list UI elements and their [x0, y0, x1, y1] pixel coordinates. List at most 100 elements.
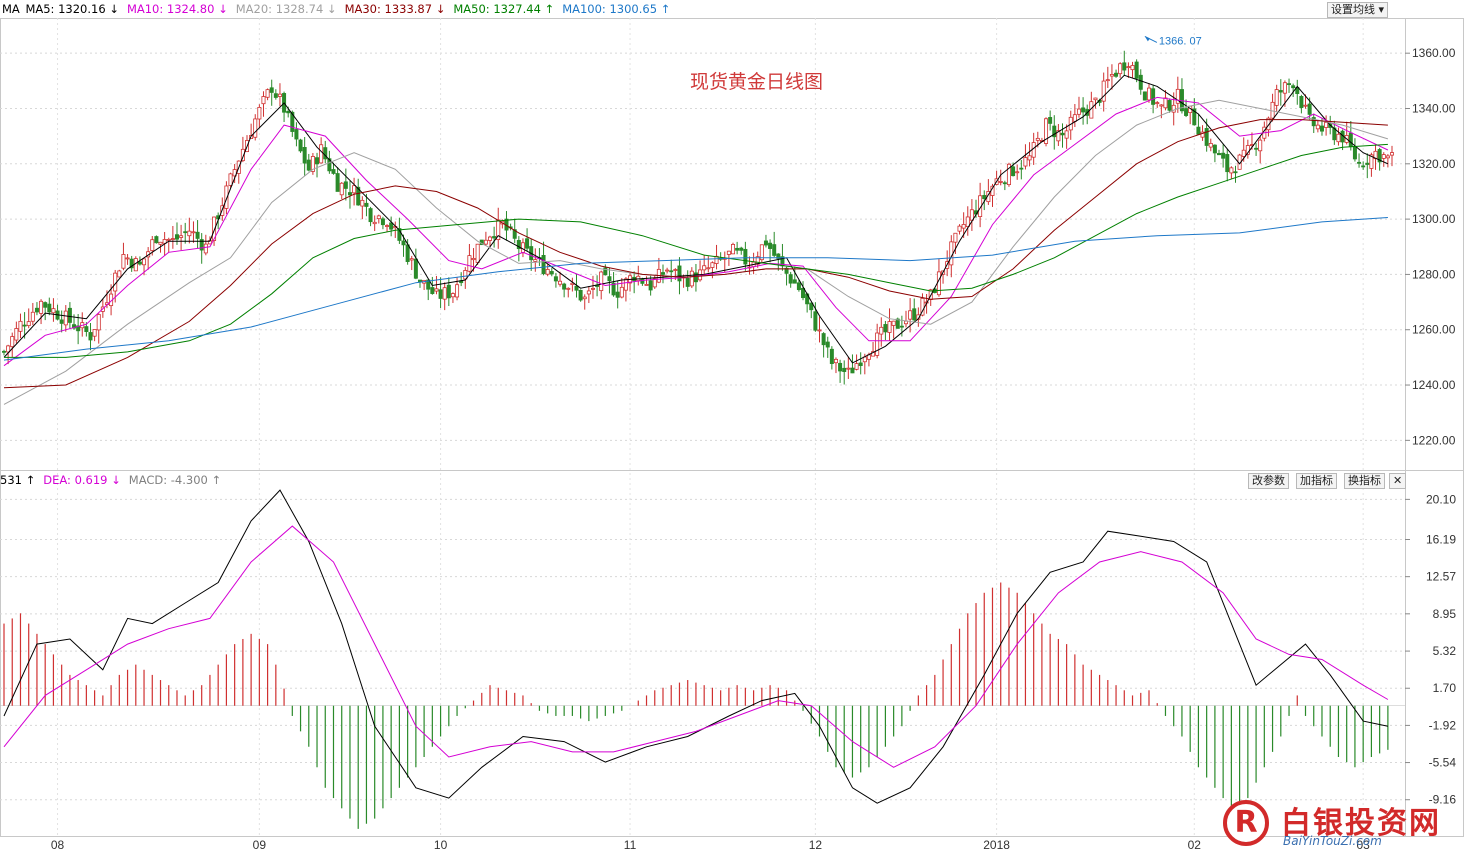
switch-indicator-button[interactable]: 换指标 [1344, 473, 1385, 489]
candle-body [648, 280, 653, 291]
candle-body [335, 173, 340, 192]
candle-body [673, 269, 678, 271]
candle-body [920, 297, 925, 316]
candle-body [1142, 91, 1147, 101]
candle-body [10, 336, 15, 348]
ma-legend-item: MA20: 1328.74 ↓ [235, 2, 337, 16]
candle-body [253, 118, 258, 138]
candle-body [1287, 83, 1292, 86]
candle-body [1291, 85, 1296, 89]
candle-body [385, 225, 390, 227]
candle-body [846, 367, 851, 370]
candle-body [838, 362, 843, 372]
candle-body [1056, 130, 1061, 142]
candle-body [590, 287, 595, 290]
peak-arrow-icon [1144, 36, 1150, 42]
candle-body [417, 279, 422, 283]
candle-body [1155, 102, 1160, 104]
candle-body [755, 256, 760, 265]
candle-body [1048, 117, 1053, 124]
macd-dif-line [3, 489, 1389, 804]
x-tick-label: 08 [51, 838, 65, 852]
candle-body [776, 253, 781, 259]
candle-body [1324, 122, 1329, 128]
candle-body [1060, 132, 1065, 136]
price-tick-label: 1280.00 [1412, 267, 1456, 281]
candle-body [640, 279, 645, 284]
candle-body [895, 318, 900, 329]
macd-legend-items: 531 ↑ DEA: 0.619 ↓ MACD: -4.300 ↑ [0, 473, 229, 487]
candle-body [735, 247, 740, 251]
candle-body [265, 89, 270, 98]
set-ma-button[interactable]: 设置均线 ▾ [1327, 2, 1389, 18]
candle-body [154, 236, 159, 244]
close-indicator-button[interactable]: ✕ [1389, 473, 1407, 489]
candle-body [162, 239, 167, 244]
candle-body [965, 216, 970, 228]
candle-body [158, 241, 163, 245]
candle-body [1352, 146, 1357, 160]
ma-legend-items: MA5: 1320.16 ↓ MA10: 1324.80 ↓ MA20: 1328.… [25, 2, 678, 16]
candle-body [298, 139, 303, 152]
candle-body [1076, 108, 1081, 115]
candle-body [483, 239, 488, 245]
candle-body [801, 287, 806, 299]
candle-body [883, 324, 888, 333]
candle-body [619, 286, 624, 298]
candle-body [174, 234, 179, 240]
candle-body [1151, 88, 1156, 105]
candle-body [43, 302, 48, 308]
candle-body [525, 238, 530, 249]
ma-line-ma50 [4, 143, 1388, 358]
macd-tick-label: -9.16 [1429, 793, 1457, 807]
candle-body [1126, 66, 1131, 69]
change-params-button[interactable]: 改参数 [1248, 473, 1289, 489]
candle-body [1357, 161, 1362, 164]
candle-body [623, 278, 628, 291]
macd-legend-item: DEA: 0.619 ↓ [43, 473, 121, 487]
ma-legend-item: MA10: 1324.80 ↓ [126, 2, 228, 16]
candle-body [1171, 104, 1176, 113]
candle-body [665, 269, 670, 272]
candle-body [1365, 162, 1370, 165]
candle-body [277, 93, 282, 97]
candle-body [327, 158, 332, 172]
chart-title: 现货黄金日线图 [690, 71, 823, 93]
candle-body [455, 284, 460, 298]
candle-body [1093, 97, 1098, 101]
candle-body [372, 221, 377, 225]
candle-body [475, 243, 480, 263]
candle-body [72, 324, 77, 329]
candle-body [817, 329, 822, 332]
price-tick-label: 1220.00 [1412, 433, 1456, 447]
candle-body [615, 291, 620, 298]
candle-body [339, 182, 344, 196]
x-tick-label: 10 [434, 838, 448, 852]
candle-body [302, 147, 307, 164]
candle-body [1122, 62, 1127, 71]
candle-body [516, 240, 521, 250]
ma-legend-item: MA100: 1300.65 ↑ [562, 2, 671, 16]
candle-body [879, 326, 884, 335]
candle-body [14, 328, 19, 341]
candle-body [899, 325, 904, 328]
candle-body [446, 284, 451, 299]
candle-body [1118, 63, 1123, 75]
candle-body [121, 254, 126, 269]
price-tick-label: 1320.00 [1412, 157, 1456, 171]
candle-body [1204, 128, 1209, 146]
watermark-logo: R 白银投资网 BaiYinTouZi.com [1223, 796, 1458, 852]
candle-body [1081, 107, 1086, 113]
candle-body [549, 271, 554, 275]
candle-body [1217, 153, 1222, 156]
candle-body [1200, 131, 1205, 138]
candle-body [1184, 108, 1189, 116]
candle-body [442, 287, 447, 300]
candle-body [611, 282, 616, 296]
candle-body [450, 293, 455, 298]
candle-body [1361, 165, 1366, 168]
candle-body [1274, 89, 1279, 106]
add-indicator-button[interactable]: 加指标 [1296, 473, 1337, 489]
candle-body [578, 289, 583, 301]
